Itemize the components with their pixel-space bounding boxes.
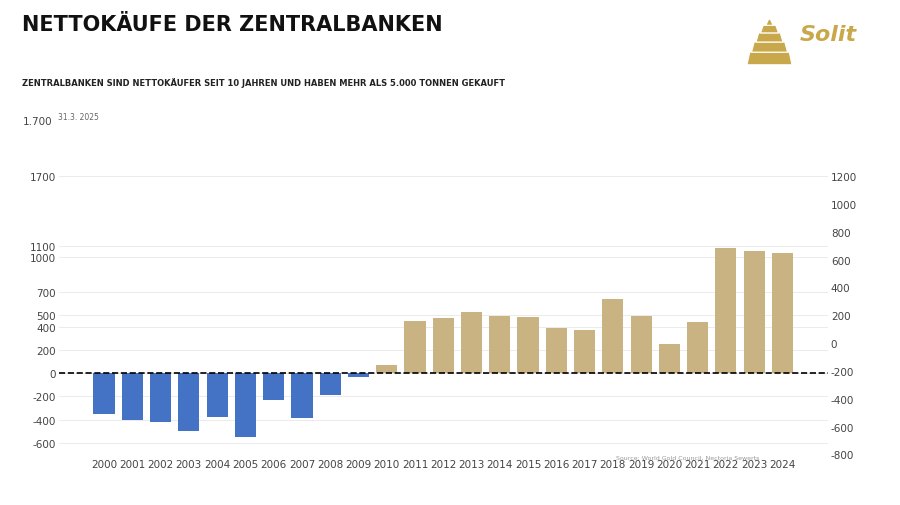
Text: Solit: Solit	[799, 25, 856, 45]
Bar	[490, 316, 510, 374]
Bar	[94, 374, 114, 414]
Text: ZENTRALBANKEN SIND NETTOKÄUFER SEIT 10 JAHREN UND HABEN MEHR ALS 5.000 TONNEN GE: ZENTRALBANKEN SIND NETTOKÄUFER SEIT 10 J…	[22, 78, 506, 88]
Bar	[574, 331, 595, 374]
Bar	[772, 253, 793, 374]
Bar	[263, 374, 284, 400]
Bar	[716, 248, 736, 374]
Text: Source: World Gold Council, Nectoria Sewerts: Source: World Gold Council, Nectoria Sew…	[616, 454, 760, 460]
Bar	[206, 374, 228, 418]
Bar	[743, 252, 765, 374]
Bar	[292, 374, 312, 419]
Bar	[545, 328, 567, 374]
Text: 31.3. 2025: 31.3. 2025	[58, 113, 99, 122]
Bar	[659, 344, 680, 374]
Bar	[404, 321, 426, 374]
Bar	[433, 318, 454, 374]
Bar	[178, 374, 200, 431]
Text: 1.700: 1.700	[22, 117, 52, 127]
Bar	[631, 316, 652, 374]
Bar	[150, 374, 171, 422]
Bar	[122, 374, 143, 420]
Bar	[348, 374, 369, 377]
Bar	[320, 374, 341, 395]
Bar	[461, 313, 482, 374]
Bar	[687, 322, 708, 374]
Bar	[518, 317, 538, 374]
Bar	[376, 365, 397, 374]
Bar	[602, 299, 624, 374]
Bar	[235, 374, 256, 437]
Text: NETTOKÄUFE DER ZENTRALBANKEN: NETTOKÄUFE DER ZENTRALBANKEN	[22, 15, 443, 35]
